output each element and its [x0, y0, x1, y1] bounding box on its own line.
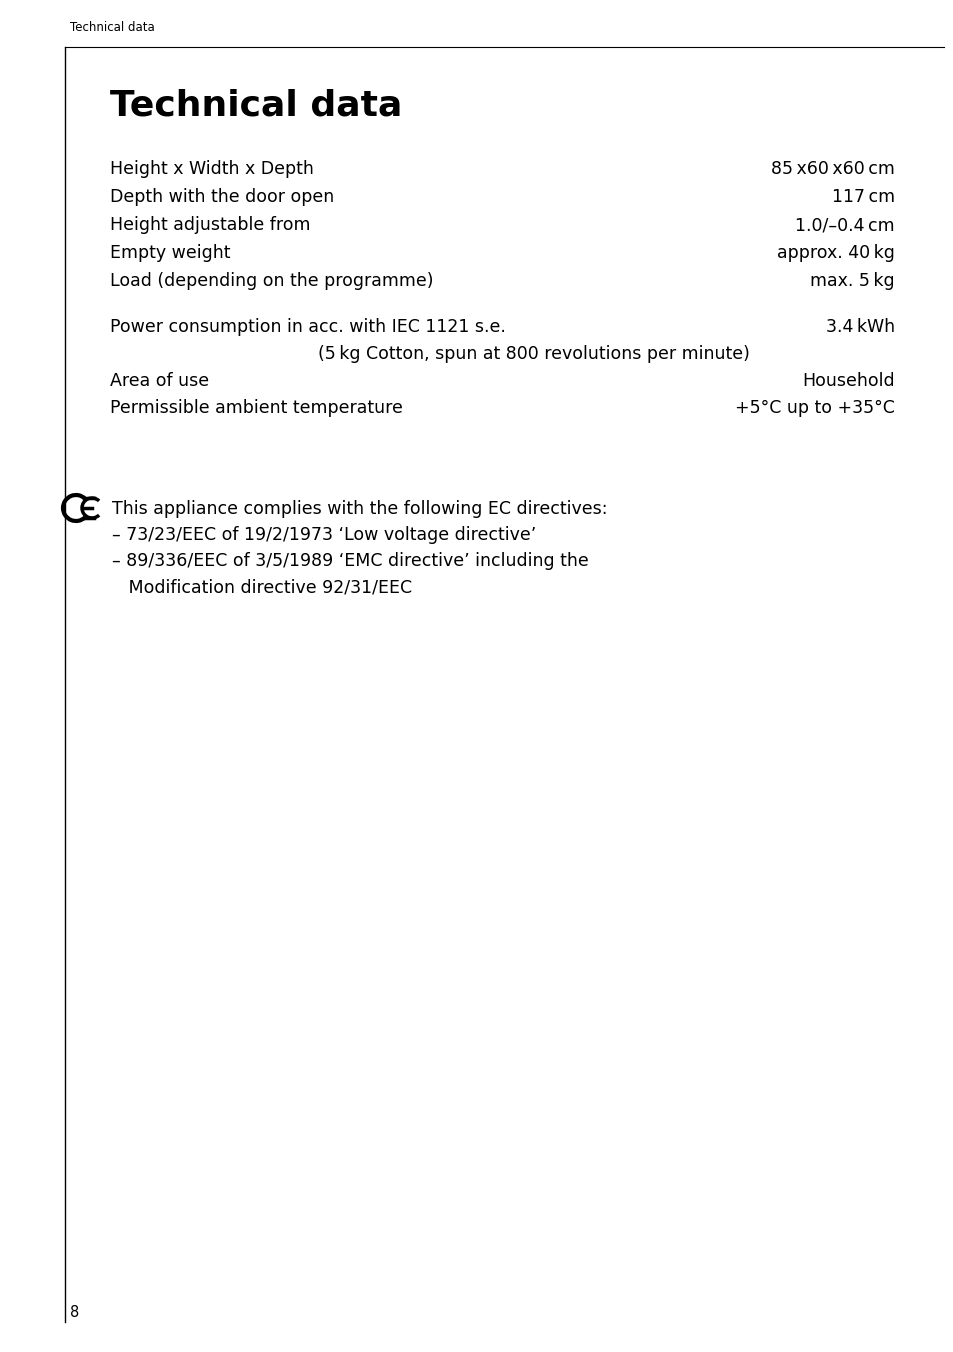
Text: Empty weight: Empty weight [110, 243, 231, 262]
Text: 1.0/–0.4 cm: 1.0/–0.4 cm [795, 216, 894, 234]
Text: max. 5 kg: max. 5 kg [809, 272, 894, 289]
Text: Height adjustable from: Height adjustable from [110, 216, 310, 234]
Text: +5°C up to +35°C: +5°C up to +35°C [735, 399, 894, 416]
Text: Technical data: Technical data [70, 22, 154, 34]
Text: – 73/23/EEC of 19/2/1973 ‘Low voltage directive’: – 73/23/EEC of 19/2/1973 ‘Low voltage di… [112, 526, 536, 544]
Text: (5 kg Cotton, spun at 800 revolutions per minute): (5 kg Cotton, spun at 800 revolutions pe… [318, 345, 749, 362]
Text: Household: Household [801, 372, 894, 389]
Text: 117 cm: 117 cm [831, 188, 894, 206]
Text: Depth with the door open: Depth with the door open [110, 188, 334, 206]
Text: Load (depending on the programme): Load (depending on the programme) [110, 272, 433, 289]
Text: This appliance complies with the following EC directives:: This appliance complies with the followi… [112, 500, 607, 518]
Text: Height x Width x Depth: Height x Width x Depth [110, 160, 314, 178]
Text: Permissible ambient temperature: Permissible ambient temperature [110, 399, 402, 416]
Text: Technical data: Technical data [110, 88, 402, 122]
Text: 3.4 kWh: 3.4 kWh [825, 318, 894, 337]
Text: Power consumption in acc. with IEC 1121 s.e.: Power consumption in acc. with IEC 1121 … [110, 318, 505, 337]
Text: – 89/336/EEC of 3/5/1989 ‘EMC directive’ including the: – 89/336/EEC of 3/5/1989 ‘EMC directive’… [112, 552, 588, 571]
Text: Area of use: Area of use [110, 372, 209, 389]
Text: approx. 40 kg: approx. 40 kg [777, 243, 894, 262]
Text: Modification directive 92/31/EEC: Modification directive 92/31/EEC [112, 579, 412, 596]
Text: 8: 8 [70, 1305, 79, 1320]
Text: 85 x60 x60 cm: 85 x60 x60 cm [770, 160, 894, 178]
